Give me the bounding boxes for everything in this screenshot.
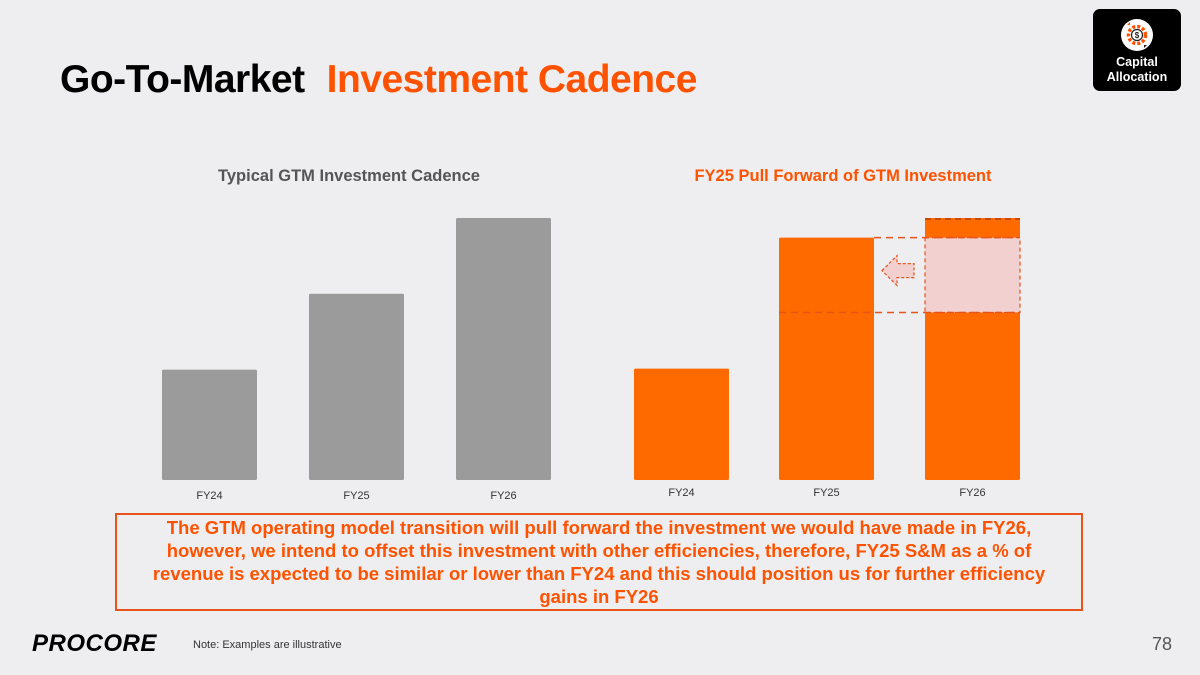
chart-1-label-fy24: FY24 [196, 490, 222, 502]
page-number: 78 [1152, 634, 1173, 654]
charts-area: Typical GTM Investment Cadence FY24 FY25 FY… [162, 167, 1021, 502]
callout-text: The GTM operating model transition will … [152, 517, 1046, 607]
chart-2-label-fy26: FY26 [959, 487, 985, 499]
footnote: Note: Examples are illustrative [193, 639, 342, 651]
page-title: Go-To-Market Investment Cadence [60, 58, 697, 102]
chart-1-title: Typical GTM Investment Cadence [218, 167, 480, 185]
title-part-1: Go-To-Market [60, 58, 305, 101]
capital-allocation-badge: $ Capital Allocation [1093, 9, 1181, 91]
chart-2-label-fy24: FY24 [668, 487, 694, 499]
badge-label-line-2: Allocation [1106, 70, 1168, 84]
badge-label-line-1: Capital [1116, 55, 1158, 69]
title-part-2: Investment Cadence [326, 58, 698, 101]
chart-2-bar-fy24 [634, 368, 729, 480]
pull-forward-shaded-region [924, 237, 1021, 314]
chart-2-title: FY25 Pull Forward of GTM Investment [694, 167, 992, 185]
chart-2-bar-fy25 [779, 237, 874, 480]
callout-box: The GTM operating model transition will … [115, 513, 1083, 611]
chart-1-label-fy26: FY26 [490, 490, 516, 502]
pull-forward-arrow-icon [881, 254, 915, 288]
chart-2-label-fy25: FY25 [813, 487, 839, 499]
procore-logo: PROCORE [32, 630, 157, 657]
gear-dollar-icon: $ [1121, 19, 1153, 51]
chart-1-label-fy25: FY25 [343, 490, 369, 502]
chart-1-bar-fy24 [162, 369, 257, 480]
chart-1-bar-fy25 [309, 293, 404, 480]
chart-1-bar-fy26 [456, 217, 551, 480]
svg-text:$: $ [1135, 31, 1140, 40]
